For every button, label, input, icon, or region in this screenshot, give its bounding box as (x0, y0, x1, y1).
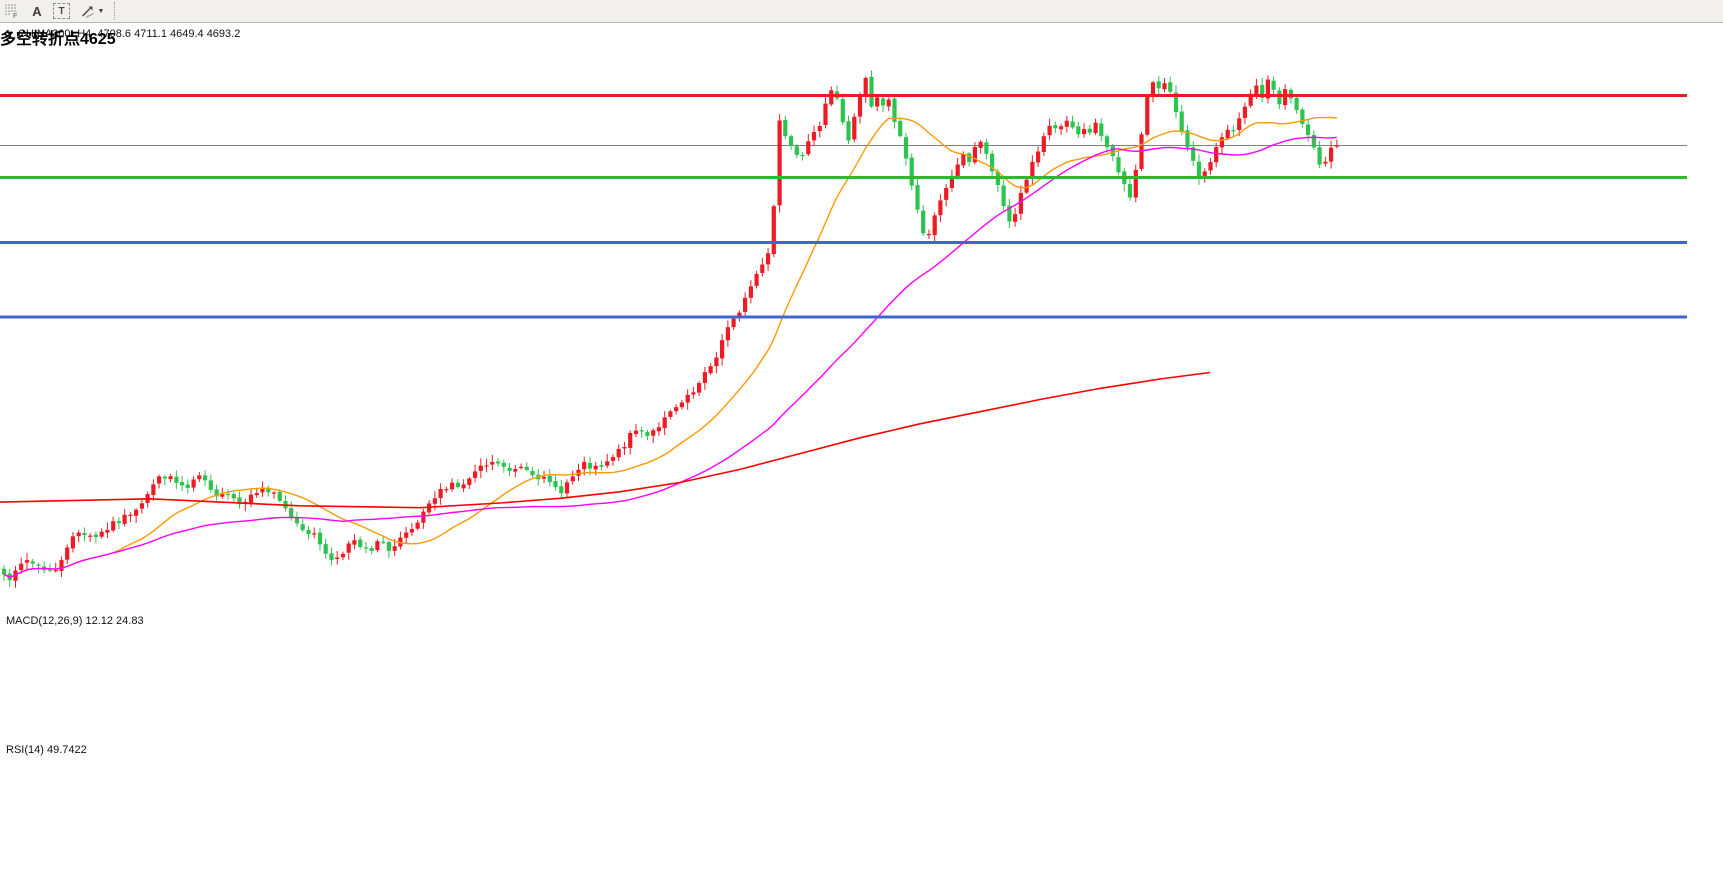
draw-tools-icon[interactable] (79, 2, 95, 20)
text-box-icon[interactable]: T (53, 3, 70, 19)
dropdown-arrow-icon[interactable]: ▼ (97, 7, 105, 15)
candlestick-series (1, 70, 1339, 588)
chart-text-annotation[interactable]: 多空转折点4625 (0, 31, 116, 48)
symbol-title-line[interactable]: ▼ CHINA300-,H4 4708.6 4711.1 4649.4 4693.… (6, 28, 240, 40)
symbol-title: CHINA300-,H4 (17, 28, 92, 40)
red-trend-curve (0, 371, 1211, 509)
text-label-icon[interactable]: A (32, 3, 42, 19)
dotted-grid-icon: F (5, 4, 17, 19)
toolbar: F A T ▼ (0, 0, 1723, 23)
toolbar-separator (114, 2, 115, 20)
svg-text:F: F (13, 13, 17, 19)
symbol-dropdown-icon[interactable]: ▼ (6, 30, 14, 39)
rsi-indicator-label: RSI(14) 49.7422 (6, 744, 87, 756)
arrow-shapes-icon (81, 6, 94, 18)
symbol-ohlc-values: 4708.6 4711.1 4649.4 4693.2 (97, 28, 241, 40)
ma-slow-line (3, 136, 1337, 579)
toolbar-grip-icon[interactable]: F (3, 2, 21, 20)
chart-area: ▼ CHINA300-,H4 4708.6 4711.1 4649.4 4693.… (0, 25, 1723, 895)
chart-canvas[interactable] (0, 25, 1723, 895)
ma-fast-line (3, 116, 1337, 579)
macd-indicator-label: MACD(12,26,9) 12.12 24.83 (6, 615, 144, 627)
